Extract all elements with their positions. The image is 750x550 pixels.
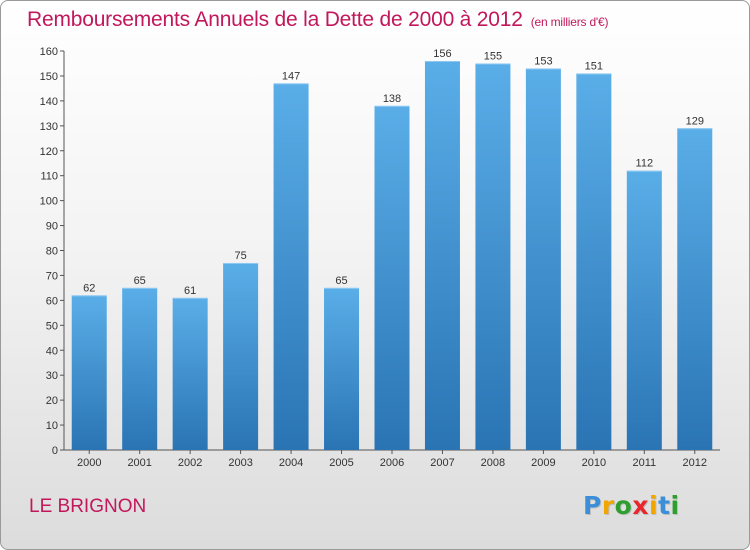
y-tick-label: 50 [46, 320, 58, 332]
logo-letter: x [632, 491, 649, 520]
data-label: 65 [134, 275, 146, 287]
bar [71, 295, 107, 450]
bar [475, 63, 511, 450]
chart-unit: (en milliers d'€) [530, 15, 609, 29]
bar [324, 287, 360, 450]
data-label: 62 [83, 282, 95, 294]
data-label: 129 [686, 115, 704, 127]
y-tick-label: 60 [46, 295, 58, 307]
y-tick-label: 80 [46, 246, 58, 258]
y-tick-label: 100 [40, 196, 58, 208]
y-tick-label: 40 [46, 345, 58, 357]
bar [576, 73, 612, 450]
bar [424, 60, 460, 450]
x-tick-label: 2009 [531, 457, 555, 469]
bar [273, 83, 309, 450]
data-label: 61 [184, 285, 196, 297]
y-tick-label: 120 [40, 146, 58, 158]
logo-letter: P [583, 491, 602, 520]
y-tick-label: 110 [40, 171, 58, 183]
data-label: 65 [335, 275, 347, 287]
bar [677, 128, 713, 450]
data-label: 151 [585, 60, 603, 72]
logo-letter: r [601, 491, 615, 520]
y-tick-label: 0 [52, 445, 58, 457]
logo-letter: i [649, 491, 659, 520]
data-label: 155 [484, 50, 502, 62]
chart-title-text: Remboursements Annuels de la Dette de 20… [27, 8, 523, 31]
bar [172, 297, 208, 450]
logo-letter: i [670, 491, 680, 520]
y-tick-label: 20 [46, 395, 58, 407]
bar [122, 287, 158, 450]
x-tick-label: 2005 [329, 457, 353, 469]
y-tick-label: 70 [46, 270, 58, 282]
x-tick-label: 2006 [380, 457, 404, 469]
bar [374, 105, 410, 451]
data-label: 147 [282, 70, 300, 82]
place-name: LE BRIGNON [29, 496, 147, 517]
data-label: 153 [534, 55, 552, 67]
x-tick-label: 2008 [481, 457, 505, 469]
x-tick-label: 2003 [228, 457, 252, 469]
x-tick-label: 2007 [430, 457, 454, 469]
bar [223, 262, 259, 450]
bar [626, 170, 662, 450]
proxiti-logo: Proxiti [583, 491, 680, 520]
y-tick-label: 10 [46, 420, 58, 432]
x-tick-label: 2001 [127, 457, 151, 469]
chart-bars [71, 60, 713, 451]
x-tick-label: 2002 [178, 457, 202, 469]
x-tick-label: 2010 [582, 457, 606, 469]
data-label: 75 [234, 250, 246, 262]
x-tick-label: 2004 [279, 457, 303, 469]
y-tick-label: 140 [40, 96, 58, 108]
y-tick-label: 130 [40, 121, 58, 133]
data-label: 112 [636, 158, 654, 170]
y-tick-label: 160 [40, 46, 58, 58]
x-tick-label: 2012 [683, 457, 707, 469]
data-label: 156 [433, 48, 451, 60]
x-tick-label: 2000 [77, 457, 101, 469]
data-label: 138 [383, 93, 401, 105]
y-tick-label: 150 [40, 71, 58, 83]
y-tick-label: 30 [46, 370, 58, 382]
logo-letter: t [658, 491, 671, 520]
logo-letter: o [614, 491, 633, 520]
chart-labels: 62 2000 65 2001 61 2002 75 2003 147 2004 65 2005 138… [77, 48, 707, 469]
chart-title: Remboursements Annuels de la Dette de 20… [27, 8, 608, 32]
y-tick-label: 90 [46, 221, 58, 233]
bar [525, 68, 561, 451]
x-tick-label: 2011 [632, 457, 656, 469]
